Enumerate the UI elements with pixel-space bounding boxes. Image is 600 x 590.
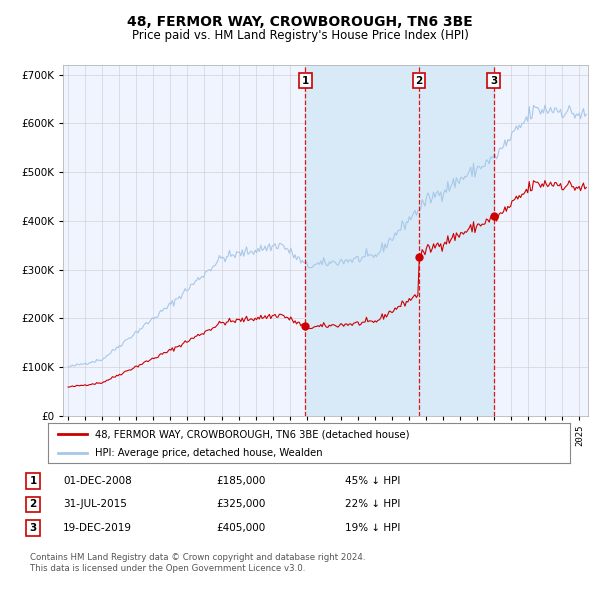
Text: 2: 2	[415, 76, 422, 86]
Text: £405,000: £405,000	[216, 523, 265, 533]
Text: Contains HM Land Registry data © Crown copyright and database right 2024.: Contains HM Land Registry data © Crown c…	[30, 553, 365, 562]
Text: 19-DEC-2019: 19-DEC-2019	[63, 523, 132, 533]
Text: 1: 1	[302, 76, 309, 86]
Text: 48, FERMOR WAY, CROWBOROUGH, TN6 3BE: 48, FERMOR WAY, CROWBOROUGH, TN6 3BE	[127, 15, 473, 29]
Text: £325,000: £325,000	[216, 500, 265, 509]
Text: This data is licensed under the Open Government Licence v3.0.: This data is licensed under the Open Gov…	[30, 565, 305, 573]
Text: 45% ↓ HPI: 45% ↓ HPI	[345, 476, 400, 486]
Text: 22% ↓ HPI: 22% ↓ HPI	[345, 500, 400, 509]
Text: 3: 3	[29, 523, 37, 533]
Text: £185,000: £185,000	[216, 476, 265, 486]
Text: 01-DEC-2008: 01-DEC-2008	[63, 476, 132, 486]
Text: 2: 2	[29, 500, 37, 509]
Text: 19% ↓ HPI: 19% ↓ HPI	[345, 523, 400, 533]
Text: 3: 3	[490, 76, 497, 86]
Text: HPI: Average price, detached house, Wealden: HPI: Average price, detached house, Weal…	[95, 448, 323, 458]
Text: 48, FERMOR WAY, CROWBOROUGH, TN6 3BE (detached house): 48, FERMOR WAY, CROWBOROUGH, TN6 3BE (de…	[95, 430, 409, 440]
Text: 1: 1	[29, 476, 37, 486]
Text: Price paid vs. HM Land Registry's House Price Index (HPI): Price paid vs. HM Land Registry's House …	[131, 30, 469, 42]
Bar	[305, 65, 494, 416]
Text: 31-JUL-2015: 31-JUL-2015	[63, 500, 127, 509]
